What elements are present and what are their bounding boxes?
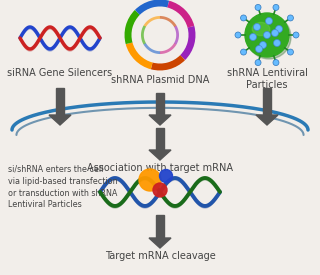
Circle shape bbox=[260, 42, 267, 48]
Polygon shape bbox=[156, 215, 164, 238]
Circle shape bbox=[245, 13, 289, 57]
Polygon shape bbox=[256, 115, 278, 125]
Circle shape bbox=[255, 45, 262, 53]
Polygon shape bbox=[156, 93, 164, 115]
Polygon shape bbox=[149, 150, 171, 160]
Polygon shape bbox=[263, 88, 271, 115]
Circle shape bbox=[255, 60, 261, 65]
Circle shape bbox=[266, 18, 273, 24]
Polygon shape bbox=[149, 238, 171, 248]
Circle shape bbox=[273, 60, 279, 65]
Polygon shape bbox=[149, 115, 171, 125]
Circle shape bbox=[241, 15, 246, 21]
Circle shape bbox=[250, 34, 257, 40]
Circle shape bbox=[276, 26, 283, 32]
Circle shape bbox=[255, 4, 261, 10]
Ellipse shape bbox=[159, 169, 172, 183]
Circle shape bbox=[253, 23, 260, 31]
Text: si/shRNA enters the cell
via lipid-based transfection
or transduction with shRNA: si/shRNA enters the cell via lipid-based… bbox=[8, 165, 118, 209]
Circle shape bbox=[293, 32, 299, 38]
Circle shape bbox=[287, 49, 293, 55]
Text: siRNA Gene Silencers: siRNA Gene Silencers bbox=[7, 68, 113, 78]
Circle shape bbox=[241, 49, 246, 55]
Text: Target mRNA cleavage: Target mRNA cleavage bbox=[105, 251, 215, 261]
Circle shape bbox=[274, 40, 281, 46]
Polygon shape bbox=[156, 128, 164, 150]
Ellipse shape bbox=[153, 183, 167, 197]
Polygon shape bbox=[49, 115, 71, 125]
Ellipse shape bbox=[139, 169, 161, 191]
Circle shape bbox=[287, 15, 293, 21]
Text: shRNA Lentiviral
Particles: shRNA Lentiviral Particles bbox=[227, 68, 308, 90]
Circle shape bbox=[247, 15, 291, 59]
Text: shRNA Plasmid DNA: shRNA Plasmid DNA bbox=[111, 75, 209, 85]
Text: Association with target mRNA: Association with target mRNA bbox=[87, 163, 233, 173]
Circle shape bbox=[273, 4, 279, 10]
Circle shape bbox=[271, 29, 278, 37]
Circle shape bbox=[235, 32, 241, 38]
Ellipse shape bbox=[252, 22, 270, 35]
Polygon shape bbox=[56, 88, 64, 115]
Circle shape bbox=[263, 32, 270, 38]
